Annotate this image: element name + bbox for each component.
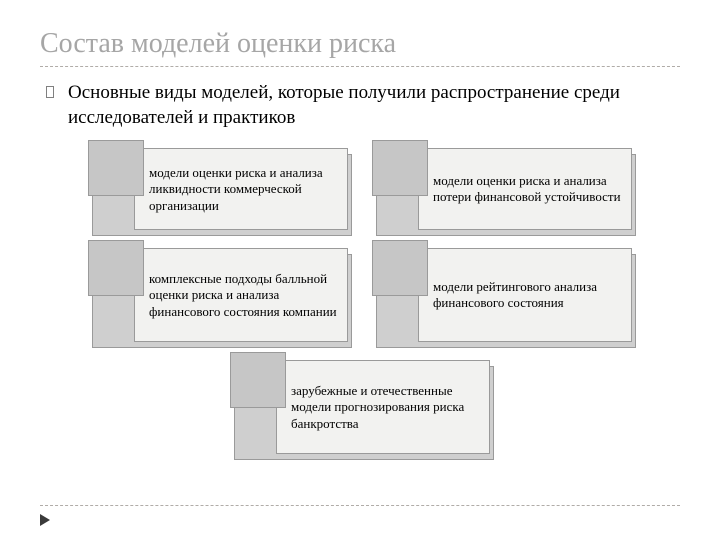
card-text: зарубежные и отечественные модели прогно… xyxy=(291,383,479,432)
card: модели рейтингового анализа финансового … xyxy=(372,248,632,342)
card-text: модели оценки риска и анализа ликвидност… xyxy=(149,165,337,214)
card-body: комплексные подходы балльной оценки риск… xyxy=(134,248,348,342)
card: модели оценки риска и анализа потери фин… xyxy=(372,148,632,230)
card-tab xyxy=(372,240,428,296)
card-text: комплексные подходы балльной оценки риск… xyxy=(149,271,337,320)
card-body: модели оценки риска и анализа потери фин… xyxy=(418,148,632,230)
page-title: Состав моделей оценки риска xyxy=(40,28,680,60)
body-text: Основные виды моделей, которые получили … xyxy=(68,81,680,130)
arrow-right-icon xyxy=(40,514,50,526)
card-body: модели рейтингового анализа финансового … xyxy=(418,248,632,342)
bullet-icon xyxy=(46,86,54,98)
footer-divider xyxy=(40,505,680,506)
title-divider xyxy=(40,66,680,67)
card-text: модели оценки риска и анализа потери фин… xyxy=(433,173,621,206)
diagram-row: комплексные подходы балльной оценки риск… xyxy=(50,248,670,342)
card-body: модели оценки риска и анализа ликвидност… xyxy=(134,148,348,230)
card: комплексные подходы балльной оценки риск… xyxy=(88,248,348,342)
body-text-content: Основные виды моделей, которые получили … xyxy=(68,82,620,128)
card: модели оценки риска и анализа ликвидност… xyxy=(88,148,348,230)
diagram: модели оценки риска и анализа ликвидност… xyxy=(50,148,670,454)
diagram-row: модели оценки риска и анализа ликвидност… xyxy=(50,148,670,230)
card-tab xyxy=(88,240,144,296)
card-tab xyxy=(88,140,144,196)
slide: Состав моделей оценки риска Основные вид… xyxy=(0,0,720,492)
diagram-row: зарубежные и отечественные модели прогно… xyxy=(50,360,670,454)
card-body: зарубежные и отечественные модели прогно… xyxy=(276,360,490,454)
card-tab xyxy=(372,140,428,196)
card-text: модели рейтингового анализа финансового … xyxy=(433,279,621,312)
card: зарубежные и отечественные модели прогно… xyxy=(230,360,490,454)
card-tab xyxy=(230,352,286,408)
